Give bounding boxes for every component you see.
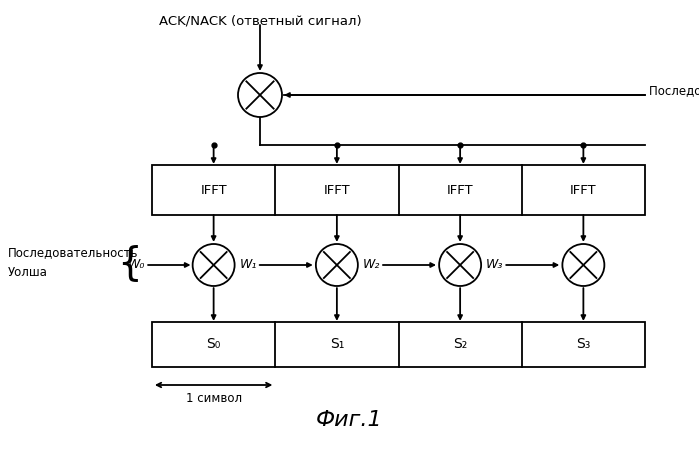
Text: IFFT: IFFT (324, 184, 350, 197)
Text: 1 символ: 1 символ (185, 392, 242, 405)
Bar (152, 322, 645, 367)
Circle shape (316, 244, 358, 286)
Text: Уолша: Уолша (8, 266, 48, 279)
Circle shape (238, 73, 282, 117)
Text: Последовательность: Последовательность (8, 247, 138, 260)
Text: IFFT: IFFT (201, 184, 227, 197)
Circle shape (563, 244, 605, 286)
Text: W₀: W₀ (128, 258, 145, 271)
Circle shape (193, 244, 235, 286)
Text: S₂: S₂ (453, 338, 467, 351)
Text: S₃: S₃ (576, 338, 591, 351)
Text: S₀: S₀ (206, 338, 221, 351)
Text: W₃: W₃ (486, 258, 503, 271)
Text: {: { (117, 244, 143, 282)
Bar (152, 165, 645, 215)
Text: W₁: W₁ (240, 258, 257, 271)
Text: Фиг.1: Фиг.1 (316, 410, 382, 430)
Text: S₁: S₁ (330, 338, 344, 351)
Text: W₂: W₂ (363, 258, 380, 271)
Text: ACK/NACK (ответный сигнал): ACK/NACK (ответный сигнал) (159, 15, 361, 28)
Text: IFFT: IFFT (570, 184, 597, 197)
Circle shape (439, 244, 481, 286)
Text: Последовательность ZC: Последовательность ZC (649, 85, 699, 98)
Text: IFFT: IFFT (447, 184, 473, 197)
